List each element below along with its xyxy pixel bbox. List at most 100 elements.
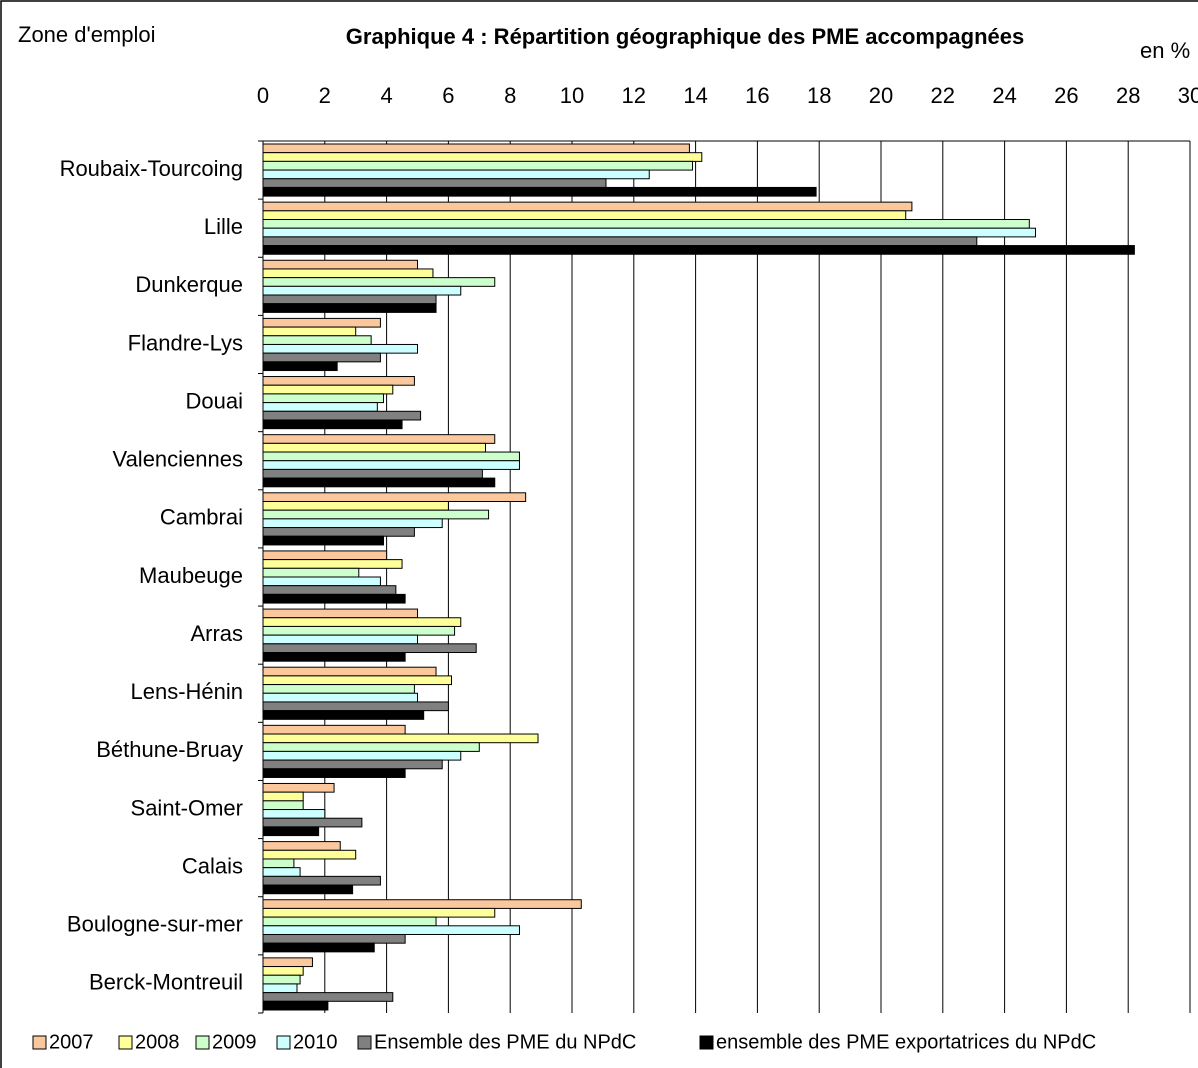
bar <box>262 593 406 604</box>
bar <box>262 178 607 188</box>
legend-label: 2010 <box>293 1031 338 1053</box>
x-tick-label: 18 <box>807 83 831 108</box>
bar <box>262 518 443 529</box>
x-tick-label: 16 <box>745 83 769 108</box>
x-tick-label: 0 <box>257 83 269 108</box>
bar <box>262 451 520 462</box>
bar <box>262 236 978 247</box>
y-tick-label: Berck-Montreuil <box>89 970 243 995</box>
y-axis-label: Zone d'emploi <box>18 22 156 47</box>
bar <box>262 733 539 744</box>
bar <box>262 791 304 802</box>
bar <box>262 858 295 869</box>
legend-label: 2009 <box>212 1031 257 1053</box>
bar <box>262 710 425 720</box>
bar <box>262 160 694 171</box>
bar <box>262 535 385 546</box>
bar <box>262 477 496 488</box>
bar <box>262 259 418 270</box>
bar <box>262 634 418 645</box>
bar <box>262 317 381 328</box>
bar <box>262 907 496 918</box>
y-tick-label: Valenciennes <box>113 447 243 472</box>
bar <box>262 576 381 587</box>
bar <box>262 152 703 162</box>
x-tick-label: 28 <box>1116 83 1140 108</box>
y-tick-label: Douai <box>186 388 243 413</box>
x-tick-label: 8 <box>504 83 516 108</box>
legend-swatch <box>699 1035 714 1050</box>
bar <box>262 759 443 770</box>
bar <box>262 245 1135 255</box>
y-tick-label: Lens-Hénin <box>130 679 243 704</box>
bar <box>262 393 385 404</box>
bar <box>262 361 338 372</box>
x-tick-label: 22 <box>931 83 955 108</box>
legend-swatch <box>32 1035 47 1050</box>
y-tick-label: Béthune-Bruay <box>96 737 243 762</box>
bar <box>262 186 817 197</box>
bar <box>262 875 381 886</box>
bar <box>262 742 480 752</box>
bar <box>262 169 650 180</box>
bar <box>262 643 477 654</box>
bar <box>262 992 394 1002</box>
bar <box>262 509 490 520</box>
y-tick-label: Cambrai <box>160 505 243 530</box>
x-tick-label: 20 <box>869 83 893 108</box>
bar <box>262 809 326 819</box>
bar <box>262 352 381 363</box>
bar <box>262 277 496 287</box>
chart-title: Graphique 4 : Répartition géographique d… <box>346 24 1024 49</box>
bar <box>262 826 320 837</box>
bar <box>262 692 418 703</box>
legend-label: Ensemble des PME du NPdC <box>374 1031 636 1053</box>
bar <box>262 550 388 561</box>
unit-label: en % <box>1140 38 1190 63</box>
legend-swatch <box>276 1035 291 1050</box>
y-tick-label: Lille <box>204 214 243 239</box>
bar <box>262 724 406 735</box>
y-tick-label: Dunkerque <box>135 272 243 297</box>
bar <box>262 585 397 595</box>
legend-swatch <box>195 1035 210 1050</box>
x-tick-label: 6 <box>442 83 454 108</box>
y-tick-label: Calais <box>182 853 243 878</box>
x-tick-label: 4 <box>380 83 392 108</box>
y-tick-label: Roubaix-Tourcoing <box>60 156 243 181</box>
y-tick-label: Arras <box>190 621 243 646</box>
bar <box>262 625 456 636</box>
legend-label: 2008 <box>135 1031 180 1053</box>
bar <box>262 201 913 212</box>
legend-label: 2007 <box>49 1031 94 1053</box>
bar <box>262 841 341 851</box>
bar <box>262 294 437 305</box>
legend-swatch <box>118 1035 133 1050</box>
bar <box>262 335 372 345</box>
bar <box>262 942 375 953</box>
bar <box>262 434 496 444</box>
x-tick-label: 26 <box>1054 83 1078 108</box>
bar <box>262 410 422 421</box>
bar <box>262 916 437 927</box>
bar <box>262 701 449 712</box>
x-tick-label: 12 <box>622 83 646 108</box>
bar <box>262 326 357 337</box>
bar <box>262 974 301 985</box>
x-tick-label: 24 <box>992 83 1016 108</box>
bar <box>262 303 437 313</box>
bar <box>262 849 357 860</box>
y-tick-label: Saint-Omer <box>131 795 243 820</box>
bar <box>262 419 403 430</box>
y-tick-label: Boulogne-sur-mer <box>67 912 243 937</box>
bar <box>262 867 301 877</box>
bar <box>262 1000 329 1011</box>
bar <box>262 559 403 569</box>
x-tick-label: 10 <box>560 83 584 108</box>
bar <box>262 817 363 828</box>
bar <box>262 675 452 686</box>
bar <box>262 492 527 502</box>
